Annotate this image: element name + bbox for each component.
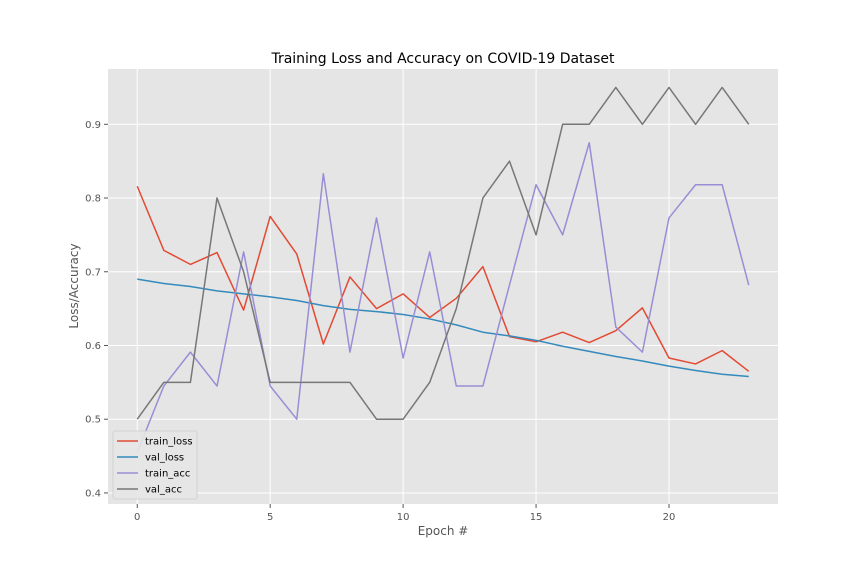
y-tick-label: 0.4 — [85, 488, 101, 499]
y-axis-ticks: 0.4 0.5 0.6 0.7 0.8 0.9 — [85, 120, 108, 499]
x-tick-label: 15 — [530, 512, 543, 523]
plot-area — [108, 69, 778, 504]
y-tick-label: 0.6 — [85, 341, 101, 352]
legend-box — [112, 430, 198, 500]
y-tick-label: 0.5 — [85, 415, 101, 426]
series-line-train-loss — [136, 185, 750, 372]
legend-label-train-loss: train_loss — [145, 437, 193, 448]
y-tick-label: 0.7 — [85, 267, 101, 278]
chart-title: Training Loss and Accuracy on COVID-19 D… — [270, 51, 615, 67]
series-line-train-acc — [136, 141, 750, 453]
series-lines — [136, 86, 750, 453]
x-axis-ticks: 0 5 10 15 20 — [134, 504, 675, 523]
legend: train_loss val_loss train_acc val_acc — [112, 430, 198, 500]
x-tick-label: 20 — [663, 512, 676, 523]
legend-label-train-acc: train_acc — [145, 469, 190, 480]
series-line-val-acc — [136, 86, 750, 420]
x-tick-label: 0 — [134, 512, 140, 523]
legend-label-val-loss: val_loss — [145, 453, 184, 464]
legend-label-val-acc: val_acc — [145, 485, 182, 496]
x-tick-label: 10 — [397, 512, 410, 523]
y-axis-label: Loss/Accuracy — [67, 243, 81, 328]
x-tick-label: 5 — [267, 512, 273, 523]
x-axis-label: Epoch # — [418, 524, 469, 538]
y-tick-label: 0.8 — [85, 194, 101, 205]
grid — [108, 69, 778, 504]
y-tick-label: 0.9 — [85, 120, 101, 131]
